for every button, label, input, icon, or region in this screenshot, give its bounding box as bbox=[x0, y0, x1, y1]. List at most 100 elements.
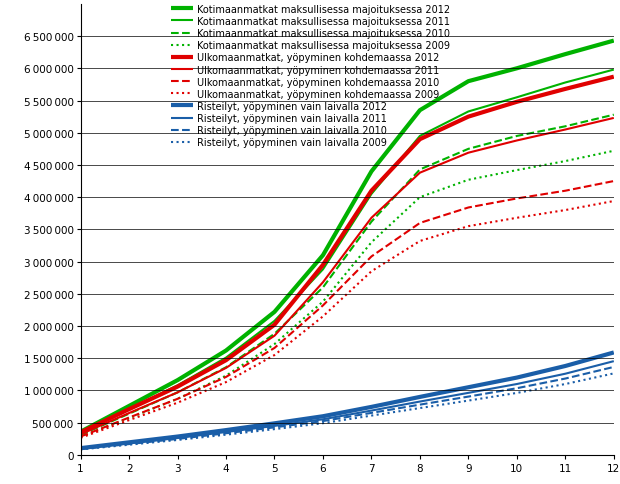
Ulkomaanmatkat, yöpyminen kohdemaassa 2009 bbox=[416, 239, 423, 244]
Ulkomaanmatkat, yöpyminen kohdemaassa 2010 bbox=[77, 434, 84, 439]
Line: Risteilyt, yöpyminen vain laivalla 2010: Risteilyt, yöpyminen vain laivalla 2010 bbox=[81, 367, 614, 449]
Ulkomaanmatkat, yöpyminen kohdemaassa 2010 bbox=[416, 221, 423, 227]
Risteilyt, yöpyminen vain laivalla 2012 bbox=[368, 404, 375, 410]
Ulkomaanmatkat, yöpyminen kohdemaassa 2011 bbox=[174, 390, 181, 395]
Risteilyt, yöpyminen vain laivalla 2012 bbox=[464, 384, 472, 390]
Line: Kotimaanmatkat maksullisessa majoituksessa 2010: Kotimaanmatkat maksullisessa majoitukses… bbox=[81, 116, 614, 435]
Kotimaanmatkat maksullisessa majoituksessa 2010 bbox=[77, 432, 84, 438]
Risteilyt, yöpyminen vain laivalla 2009 bbox=[416, 405, 423, 411]
Risteilyt, yöpyminen vain laivalla 2012 bbox=[416, 394, 423, 400]
Ulkomaanmatkat, yöpyminen kohdemaassa 2009 bbox=[77, 435, 84, 441]
Kotimaanmatkat maksullisessa majoituksessa 2011 bbox=[368, 192, 375, 197]
Line: Risteilyt, yöpyminen vain laivalla 2012: Risteilyt, yöpyminen vain laivalla 2012 bbox=[81, 353, 614, 448]
Kotimaanmatkat maksullisessa majoituksessa 2012 bbox=[464, 79, 472, 85]
Line: Ulkomaanmatkat, yöpyminen kohdemaassa 2010: Ulkomaanmatkat, yöpyminen kohdemaassa 20… bbox=[81, 182, 614, 437]
Risteilyt, yöpyminen vain laivalla 2009 bbox=[562, 381, 569, 387]
Ulkomaanmatkat, yöpyminen kohdemaassa 2011 bbox=[223, 365, 230, 371]
Risteilyt, yöpyminen vain laivalla 2010 bbox=[77, 446, 84, 452]
Risteilyt, yöpyminen vain laivalla 2009 bbox=[174, 437, 181, 443]
Ulkomaanmatkat, yöpyminen kohdemaassa 2012 bbox=[513, 100, 521, 106]
Ulkomaanmatkat, yöpyminen kohdemaassa 2009 bbox=[319, 314, 327, 319]
Kotimaanmatkat maksullisessa majoituksessa 2010 bbox=[319, 285, 327, 291]
Ulkomaanmatkat, yöpyminen kohdemaassa 2010 bbox=[223, 374, 230, 380]
Ulkomaanmatkat, yöpyminen kohdemaassa 2011 bbox=[319, 280, 327, 286]
Kotimaanmatkat maksullisessa majoituksessa 2011 bbox=[319, 267, 327, 272]
Kotimaanmatkat maksullisessa majoituksessa 2009 bbox=[271, 341, 278, 347]
Ulkomaanmatkat, yöpyminen kohdemaassa 2010 bbox=[513, 196, 521, 202]
Kotimaanmatkat maksullisessa majoituksessa 2011 bbox=[464, 109, 472, 115]
Kotimaanmatkat maksullisessa majoituksessa 2009 bbox=[319, 299, 327, 305]
Ulkomaanmatkat, yöpyminen kohdemaassa 2009 bbox=[368, 269, 375, 274]
Kotimaanmatkat maksullisessa majoituksessa 2010 bbox=[513, 134, 521, 139]
Risteilyt, yöpyminen vain laivalla 2012 bbox=[125, 439, 133, 445]
Ulkomaanmatkat, yöpyminen kohdemaassa 2009 bbox=[174, 400, 181, 406]
Risteilyt, yöpyminen vain laivalla 2011 bbox=[319, 417, 327, 423]
Kotimaanmatkat maksullisessa majoituksessa 2009 bbox=[416, 195, 423, 201]
Ulkomaanmatkat, yöpyminen kohdemaassa 2010 bbox=[174, 396, 181, 402]
Risteilyt, yöpyminen vain laivalla 2009 bbox=[319, 421, 327, 426]
Risteilyt, yöpyminen vain laivalla 2009 bbox=[271, 426, 278, 432]
Ulkomaanmatkat, yöpyminen kohdemaassa 2011 bbox=[562, 127, 569, 133]
Ulkomaanmatkat, yöpyminen kohdemaassa 2011 bbox=[368, 215, 375, 221]
Ulkomaanmatkat, yöpyminen kohdemaassa 2010 bbox=[271, 345, 278, 351]
Kotimaanmatkat maksullisessa majoituksessa 2012 bbox=[610, 39, 618, 45]
Risteilyt, yöpyminen vain laivalla 2009 bbox=[610, 371, 618, 377]
Kotimaanmatkat maksullisessa majoituksessa 2010 bbox=[464, 147, 472, 152]
Kotimaanmatkat maksullisessa majoituksessa 2010 bbox=[610, 113, 618, 119]
Kotimaanmatkat maksullisessa majoituksessa 2012 bbox=[271, 309, 278, 315]
Risteilyt, yöpyminen vain laivalla 2010 bbox=[513, 385, 521, 391]
Ulkomaanmatkat, yöpyminen kohdemaassa 2012 bbox=[223, 358, 230, 363]
Line: Ulkomaanmatkat, yöpyminen kohdemaassa 2009: Ulkomaanmatkat, yöpyminen kohdemaassa 20… bbox=[81, 202, 614, 438]
Risteilyt, yöpyminen vain laivalla 2010 bbox=[271, 424, 278, 430]
Ulkomaanmatkat, yöpyminen kohdemaassa 2012 bbox=[319, 262, 327, 268]
Line: Kotimaanmatkat maksullisessa majoituksessa 2009: Kotimaanmatkat maksullisessa majoitukses… bbox=[81, 151, 614, 437]
Ulkomaanmatkat, yöpyminen kohdemaassa 2012 bbox=[271, 322, 278, 328]
Kotimaanmatkat maksullisessa majoituksessa 2010 bbox=[174, 390, 181, 395]
Kotimaanmatkat maksullisessa majoituksessa 2012 bbox=[368, 169, 375, 175]
Legend: Kotimaanmatkat maksullisessa majoituksessa 2012, Kotimaanmatkat maksullisessa ma: Kotimaanmatkat maksullisessa majoitukses… bbox=[171, 5, 450, 148]
Risteilyt, yöpyminen vain laivalla 2011 bbox=[77, 446, 84, 452]
Line: Kotimaanmatkat maksullisessa majoituksessa 2012: Kotimaanmatkat maksullisessa majoitukses… bbox=[81, 42, 614, 432]
Kotimaanmatkat maksullisessa majoituksessa 2009 bbox=[368, 240, 375, 246]
Risteilyt, yöpyminen vain laivalla 2009 bbox=[125, 442, 133, 448]
Risteilyt, yöpyminen vain laivalla 2012 bbox=[271, 421, 278, 426]
Risteilyt, yöpyminen vain laivalla 2010 bbox=[464, 394, 472, 400]
Risteilyt, yöpyminen vain laivalla 2012 bbox=[174, 434, 181, 439]
Kotimaanmatkat maksullisessa majoituksessa 2012 bbox=[319, 253, 327, 258]
Kotimaanmatkat maksullisessa majoituksessa 2011 bbox=[174, 383, 181, 389]
Ulkomaanmatkat, yöpyminen kohdemaassa 2010 bbox=[464, 205, 472, 211]
Kotimaanmatkat maksullisessa majoituksessa 2011 bbox=[271, 318, 278, 324]
Risteilyt, yöpyminen vain laivalla 2012 bbox=[77, 445, 84, 451]
Ulkomaanmatkat, yöpyminen kohdemaassa 2010 bbox=[125, 415, 133, 421]
Risteilyt, yöpyminen vain laivalla 2011 bbox=[125, 440, 133, 446]
Line: Ulkomaanmatkat, yöpyminen kohdemaassa 2012: Ulkomaanmatkat, yöpyminen kohdemaassa 20… bbox=[81, 77, 614, 433]
Ulkomaanmatkat, yöpyminen kohdemaassa 2011 bbox=[125, 410, 133, 416]
Ulkomaanmatkat, yöpyminen kohdemaassa 2012 bbox=[368, 188, 375, 194]
Risteilyt, yöpyminen vain laivalla 2010 bbox=[416, 402, 423, 408]
Ulkomaanmatkat, yöpyminen kohdemaassa 2009 bbox=[125, 417, 133, 423]
Ulkomaanmatkat, yöpyminen kohdemaassa 2012 bbox=[77, 430, 84, 436]
Line: Risteilyt, yöpyminen vain laivalla 2011: Risteilyt, yöpyminen vain laivalla 2011 bbox=[81, 362, 614, 449]
Risteilyt, yöpyminen vain laivalla 2010 bbox=[562, 376, 569, 382]
Risteilyt, yöpyminen vain laivalla 2012 bbox=[513, 375, 521, 381]
Kotimaanmatkat maksullisessa majoituksessa 2009 bbox=[174, 396, 181, 402]
Kotimaanmatkat maksullisessa majoituksessa 2011 bbox=[77, 430, 84, 436]
Risteilyt, yöpyminen vain laivalla 2009 bbox=[368, 413, 375, 419]
Ulkomaanmatkat, yöpyminen kohdemaassa 2009 bbox=[223, 379, 230, 385]
Kotimaanmatkat maksullisessa majoituksessa 2011 bbox=[416, 134, 423, 139]
Line: Ulkomaanmatkat, yöpyminen kohdemaassa 2011: Ulkomaanmatkat, yöpyminen kohdemaassa 20… bbox=[81, 119, 614, 434]
Ulkomaanmatkat, yöpyminen kohdemaassa 2010 bbox=[368, 254, 375, 260]
Kotimaanmatkat maksullisessa majoituksessa 2012 bbox=[174, 378, 181, 383]
Line: Kotimaanmatkat maksullisessa majoituksessa 2011: Kotimaanmatkat maksullisessa majoitukses… bbox=[81, 71, 614, 433]
Risteilyt, yöpyminen vain laivalla 2009 bbox=[77, 447, 84, 453]
Risteilyt, yöpyminen vain laivalla 2009 bbox=[513, 390, 521, 396]
Kotimaanmatkat maksullisessa majoituksessa 2012 bbox=[223, 348, 230, 354]
Ulkomaanmatkat, yöpyminen kohdemaassa 2009 bbox=[562, 208, 569, 213]
Risteilyt, yöpyminen vain laivalla 2011 bbox=[513, 381, 521, 387]
Kotimaanmatkat maksullisessa majoituksessa 2009 bbox=[464, 178, 472, 183]
Ulkomaanmatkat, yöpyminen kohdemaassa 2010 bbox=[562, 188, 569, 194]
Risteilyt, yöpyminen vain laivalla 2011 bbox=[562, 371, 569, 377]
Ulkomaanmatkat, yöpyminen kohdemaassa 2011 bbox=[271, 333, 278, 339]
Ulkomaanmatkat, yöpyminen kohdemaassa 2009 bbox=[513, 215, 521, 221]
Risteilyt, yöpyminen vain laivalla 2012 bbox=[319, 413, 327, 419]
